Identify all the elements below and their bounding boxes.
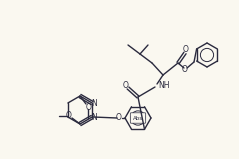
Text: O: O [66,111,72,120]
Text: NH: NH [158,82,169,90]
Text: O: O [116,114,122,122]
Text: N: N [91,100,97,108]
FancyBboxPatch shape [130,113,146,123]
Text: O: O [123,80,129,90]
Text: N: N [91,113,97,121]
Text: O: O [182,65,188,73]
Text: O: O [86,103,92,111]
Text: O: O [183,45,189,55]
Text: Abs: Abs [133,115,143,121]
